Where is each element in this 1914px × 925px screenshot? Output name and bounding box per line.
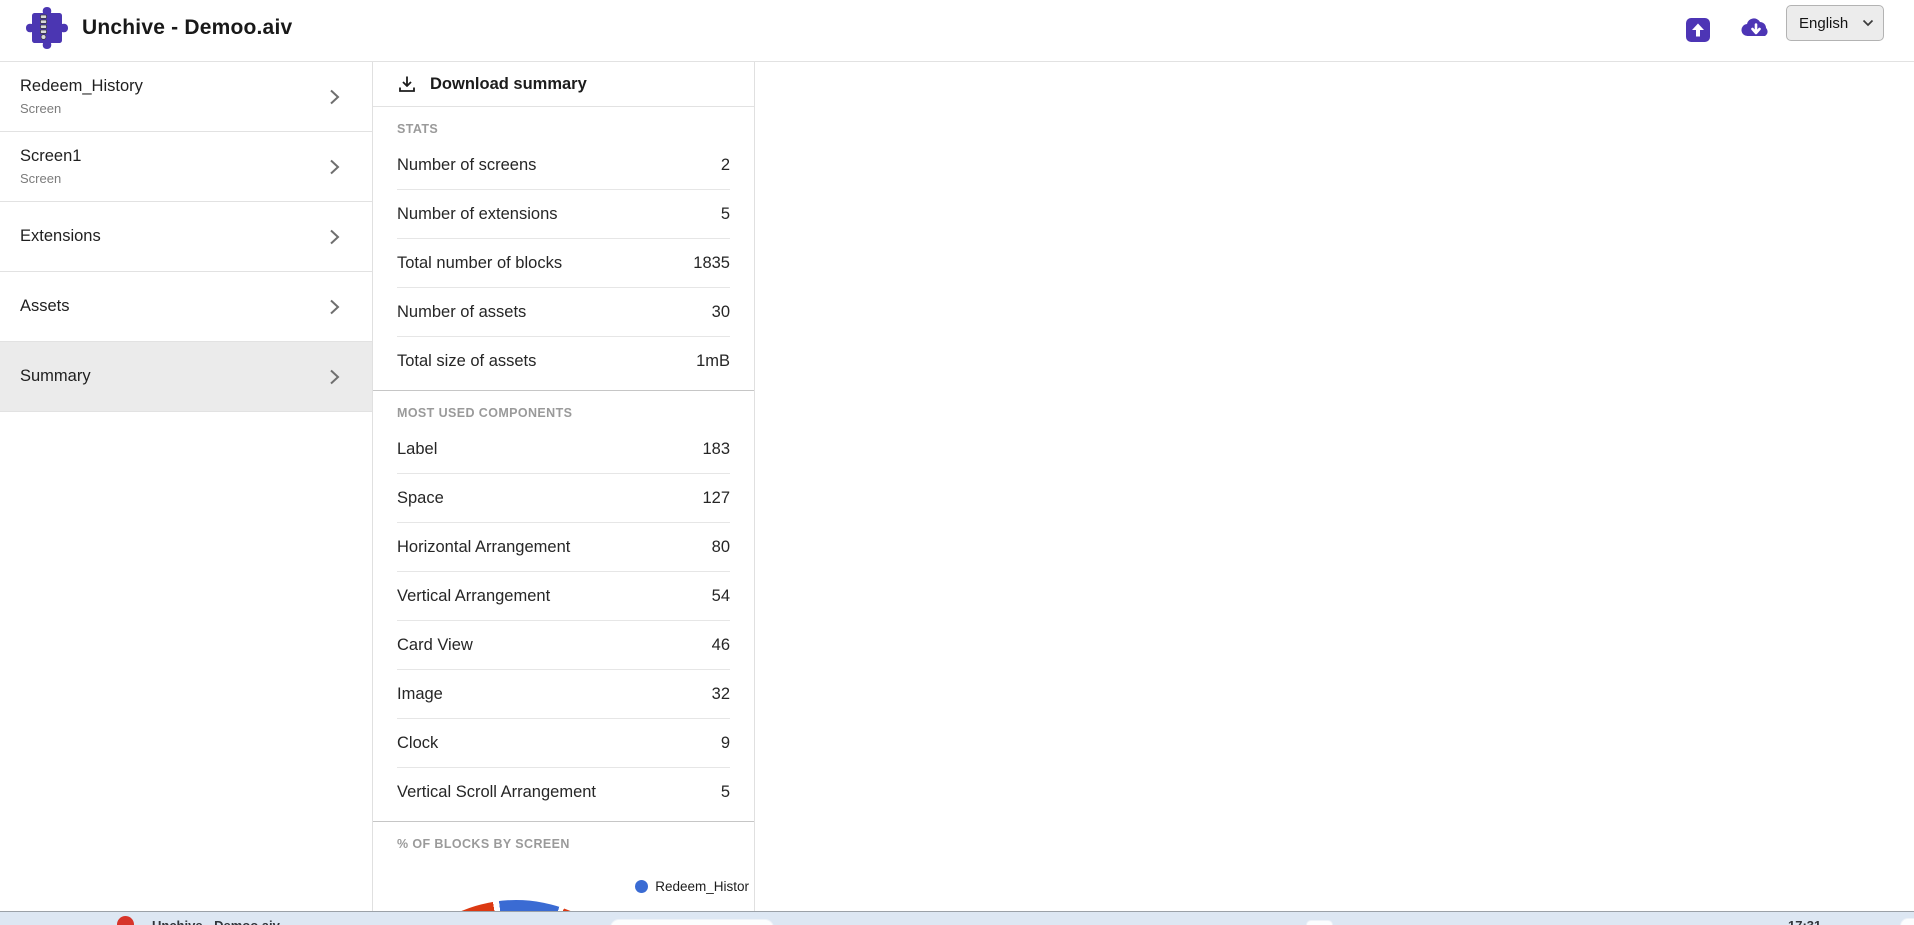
sidebar-item-redeem_history[interactable]: Redeem_History Screen [0,62,372,132]
section-title: STATS [397,122,439,136]
stat-value: 9 [720,733,730,752]
download-project-button[interactable] [1738,12,1774,48]
blocks-by-screen-section: % OF BLOCKS BY SCREEN Redeem_Histor [373,822,754,916]
chevron-right-icon [330,369,340,384]
language-select[interactable]: English [1786,5,1884,41]
pie-legend: Redeem_Histor [635,879,749,894]
sidebar-item-sublabel: Screen [20,101,62,116]
sidebar-item-label: Extensions [20,227,101,245]
component-row: Clock 9 [397,719,730,768]
stat-value: 5 [720,783,730,801]
sidebar-item-text: Screen1 Screen [20,147,81,186]
stat-value: 30 [711,302,730,321]
zipper-detail [40,14,47,40]
shelf-pill-right[interactable] [1900,918,1914,925]
legend-label: Redeem_Histor [655,879,749,894]
summary-panel: Download summary STATS Number of screens… [373,62,755,925]
stat-value: 127 [702,488,730,507]
stat-value: 1mB [696,352,730,370]
chevron-right-icon [330,299,340,314]
sidebar-item-label: Summary [20,367,91,385]
app-header: Unchive - Demoo.aiv English [0,0,1914,62]
shelf-app-icon[interactable] [117,916,134,925]
sidebar-item-text: Summary [20,367,91,386]
stats-section: STATS Number of screens 2 Number of exte… [373,107,754,391]
legend-color-dot [635,880,649,893]
sidebar-item-assets[interactable]: Assets [0,272,372,342]
page-title: Unchive - Demoo.aiv [82,16,293,39]
legend-item: Redeem_Histor [635,879,749,894]
bottom-shelf: Unchive - Demoo.aiv 17:31 [0,911,1914,925]
puzzle-piece-icon [26,7,68,49]
section-title: MOST USED COMPONENTS [397,406,573,420]
component-row: Card View 46 [397,621,730,670]
stat-value: 183 [702,439,730,458]
stat-row: Total number of blocks 1835 [397,239,730,288]
sidebar-item-extensions[interactable]: Extensions [0,202,372,272]
shelf-pill[interactable] [610,919,774,925]
cloud-download-icon [1741,18,1768,37]
language-select-value: English [1799,14,1849,32]
upload-project-button[interactable] [1680,12,1716,48]
stat-value: 46 [711,635,730,654]
stat-label: Label [397,439,438,458]
stat-value: 1835 [693,253,730,272]
stat-label: Vertical Arrangement [397,586,551,605]
stat-row: Number of screens 2 [397,141,730,190]
sidebar-item-label: Redeem_History [20,77,143,95]
sidebar-item-text: Assets [20,297,70,316]
stat-row: Number of assets 30 [397,288,730,337]
shelf-window-title: Unchive - Demoo.aiv [152,918,280,925]
sidebar-item-label: Screen1 [20,147,82,165]
sidebar-item-text: Extensions [20,227,101,246]
component-row: Vertical Arrangement 54 [397,572,730,621]
stat-value: 54 [711,586,730,605]
sidebar-item-label: Assets [20,297,70,315]
stat-label: Total number of blocks [397,253,563,272]
component-row: Space 127 [397,474,730,523]
chevron-right-icon [330,159,340,174]
chevron-down-icon [1862,19,1874,27]
stat-label: Total size of assets [397,352,537,370]
shelf-pill-small[interactable] [1306,920,1333,925]
stat-label: Space [397,488,444,507]
stat-label: Number of assets [397,302,527,321]
sidebar: Redeem_History Screen Screen1 Screen Ext… [0,62,373,925]
section-title: % OF BLOCKS BY SCREEN [397,837,570,851]
component-row: Image 32 [397,670,730,719]
chevron-right-icon [330,229,340,244]
sidebar-item-text: Redeem_History Screen [20,77,143,116]
stat-value: 2 [720,155,730,174]
stat-label: Number of screens [397,155,537,174]
download-tray-icon [399,76,415,92]
upload-box-icon [1686,18,1710,42]
stat-label: Vertical Scroll Arrangement [397,783,597,801]
stat-value: 32 [711,684,730,703]
component-row: Vertical Scroll Arrangement 5 [397,768,730,817]
stat-label: Horizontal Arrangement [397,537,571,556]
sidebar-item-screen1[interactable]: Screen1 Screen [0,132,372,202]
sidebar-item-sublabel: Screen [20,171,62,186]
download-summary-label: Download summary [430,74,587,93]
component-row: Horizontal Arrangement 80 [397,523,730,572]
stat-label: Image [397,684,443,703]
stat-label: Card View [397,635,473,654]
stat-label: Number of extensions [397,204,558,223]
stat-value: 80 [711,537,730,556]
component-row: Label 183 [397,425,730,474]
chevron-right-icon [330,89,340,104]
download-summary-button[interactable]: Download summary [373,62,754,107]
stat-row: Total size of assets 1mB [397,337,730,386]
stat-value: 5 [720,204,730,223]
components-section: MOST USED COMPONENTS Label 183 Space 127… [373,391,754,822]
sidebar-item-summary[interactable]: Summary [0,342,372,412]
stat-row: Number of extensions 5 [397,190,730,239]
shelf-clock: 17:31 [1788,918,1821,925]
stat-label: Clock [397,733,439,752]
